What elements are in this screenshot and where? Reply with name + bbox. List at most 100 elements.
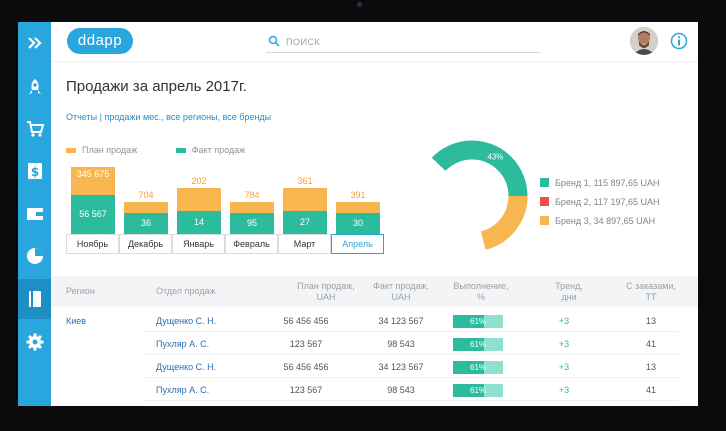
app-logo[interactable]: ddapp <box>67 28 133 54</box>
dollar-icon[interactable]: $ <box>26 162 44 180</box>
bar-fact-label: 56 567 <box>79 209 107 219</box>
table-row[interactable]: Пухляр А. С. 123 567 98 543 +3 41 61% <box>51 332 698 355</box>
row-divider <box>145 377 678 378</box>
bar-fact[interactable] <box>124 213 168 234</box>
bar-fact[interactable] <box>230 213 274 234</box>
breadcrumb[interactable]: Отчеты | продажи мес., все регионы, все … <box>66 112 272 122</box>
bar-plan-label: 784 <box>244 190 260 200</box>
col-region[interactable]: Регион <box>66 286 95 296</box>
completion-label: 61% <box>470 386 487 395</box>
row-divider <box>145 400 678 401</box>
col-done-label: Выполнение, % <box>453 280 509 302</box>
pie-chart-icon[interactable] <box>26 247 44 265</box>
cell-plan: 56 456 456 <box>283 315 329 326</box>
table-row[interactable]: Пухляр А. С. 123 567 98 543 +3 41 61% <box>51 378 698 401</box>
donut-slice[interactable] <box>416 140 528 252</box>
cell-manager[interactable]: Дущенко С. Н. <box>156 361 217 372</box>
bar-fact[interactable] <box>71 195 115 234</box>
cell-fact: 34 123 567 <box>378 315 424 326</box>
fact-swatch <box>175 148 186 154</box>
completion-bar: 61% <box>453 315 503 328</box>
month-tab[interactable]: Март <box>278 234 331 254</box>
bar-fact[interactable] <box>177 211 221 234</box>
legend-plan-label: План продаж <box>82 145 138 155</box>
rocket-icon[interactable] <box>26 78 44 96</box>
completion-fill <box>453 361 484 374</box>
cell-trend: +3 <box>558 338 570 349</box>
info-icon[interactable] <box>670 32 688 50</box>
legend-swatch <box>540 197 549 206</box>
search-bar <box>266 31 541 53</box>
month-tab[interactable]: Февраль <box>225 234 278 254</box>
donut-legend-item: Бренд 3, 34 897,65 UAH <box>540 211 660 230</box>
cell-trend: +3 <box>558 384 570 395</box>
legend-text: Бренд 2, 117 197,65 UAH <box>555 196 660 207</box>
page-title: Продажи за апрель 2017г. <box>66 78 247 95</box>
bar-fact-label: 36 <box>140 218 151 228</box>
cell-region[interactable] <box>66 378 126 401</box>
bar-fact-label: 95 <box>246 218 257 228</box>
menu-expand-icon[interactable] <box>26 34 44 52</box>
month-tab[interactable]: Апрель <box>331 234 384 254</box>
col-done[interactable]: Выполнение, % <box>446 276 516 307</box>
cell-trend: +3 <box>558 361 570 372</box>
bar-fact[interactable] <box>283 211 327 234</box>
table-row[interactable]: Киев Дущенко С. Н. 56 456 456 34 123 567 +3 1… <box>51 309 698 332</box>
bar-plan-label: 361 <box>297 176 313 186</box>
bar-fact[interactable] <box>336 213 380 234</box>
legend-swatch <box>540 178 549 187</box>
row-divider <box>145 331 678 332</box>
cell-manager[interactable]: Пухляр А. С. <box>156 384 210 395</box>
month-tab[interactable]: Январь <box>172 234 225 254</box>
search-input[interactable] <box>286 33 536 51</box>
avatar[interactable] <box>630 27 658 55</box>
brand-donut-chart: 43%16 %41% <box>416 140 528 252</box>
bar-plan-label: 391 <box>350 190 366 200</box>
legend-swatch <box>540 216 549 225</box>
completion-fill <box>453 384 484 397</box>
search-icon[interactable] <box>268 35 280 47</box>
donut-slice-label: 41% <box>424 215 440 224</box>
cell-plan: 123 567 <box>289 338 323 349</box>
app-screen: $ ddapp <box>18 22 698 406</box>
sales-bar-chart: 345 675 56 567 704 36 202 14 784 95 361 27 391 30 <box>66 164 386 252</box>
cell-orders <box>621 401 681 406</box>
cell-region[interactable] <box>66 332 126 355</box>
legend-text: Бренд 3, 34 897,65 UAH <box>555 215 656 226</box>
row-divider <box>145 354 678 355</box>
legend-fact-label: Факт продаж <box>191 145 246 155</box>
col-fact[interactable]: Факт продаж, UAH <box>361 276 441 307</box>
completion-bar: 61% <box>453 361 503 374</box>
wallet-icon[interactable] <box>26 205 44 223</box>
cell-manager[interactable] <box>156 401 256 406</box>
settings-icon[interactable] <box>26 333 44 351</box>
col-trend[interactable]: Тренд, дни <box>544 276 594 307</box>
bar-plan-label: 202 <box>191 176 207 186</box>
cell-manager[interactable]: Пухляр А. С. <box>156 338 210 349</box>
cell-fact: 98 543 <box>387 384 415 395</box>
cell-region[interactable] <box>66 355 126 378</box>
bar-legend: План продаж Факт продаж <box>66 145 245 155</box>
cart-icon[interactable] <box>26 120 44 138</box>
completion-bar: 61% <box>453 384 503 397</box>
table-row[interactable]: Дущенко С. Н. 56 456 456 34 123 567 +3 13 61% <box>51 355 698 378</box>
report-book-icon[interactable] <box>18 279 51 319</box>
table-row[interactable] <box>51 401 698 406</box>
col-department[interactable]: Отдел продаж <box>156 286 216 296</box>
col-plan-label: План продаж, UAH <box>297 280 355 302</box>
bar-fact-label: 30 <box>352 218 363 228</box>
cell-region[interactable]: Киев <box>66 315 87 326</box>
cell-orders: 13 <box>645 361 656 372</box>
month-tab[interactable]: Декабрь <box>119 234 172 254</box>
cell-plan: 123 567 <box>289 384 323 395</box>
cell-region[interactable] <box>66 401 126 406</box>
donut-legend-item: Бренд 2, 117 197,65 UAH <box>540 192 660 211</box>
col-plan[interactable]: План продаж, UAH <box>276 276 356 307</box>
cell-manager[interactable]: Дущенко С. Н. <box>156 315 217 326</box>
cell-orders: 41 <box>645 338 656 349</box>
donut-legend-item: Бренд 1, 115 897,65 UAH <box>540 173 660 192</box>
month-selector: Ноябрь Декабрь Январь Февраль Март Апрель <box>66 234 384 254</box>
month-tab[interactable]: Ноябрь <box>66 234 119 254</box>
col-orders[interactable]: С заказами, ТТ <box>621 276 681 307</box>
